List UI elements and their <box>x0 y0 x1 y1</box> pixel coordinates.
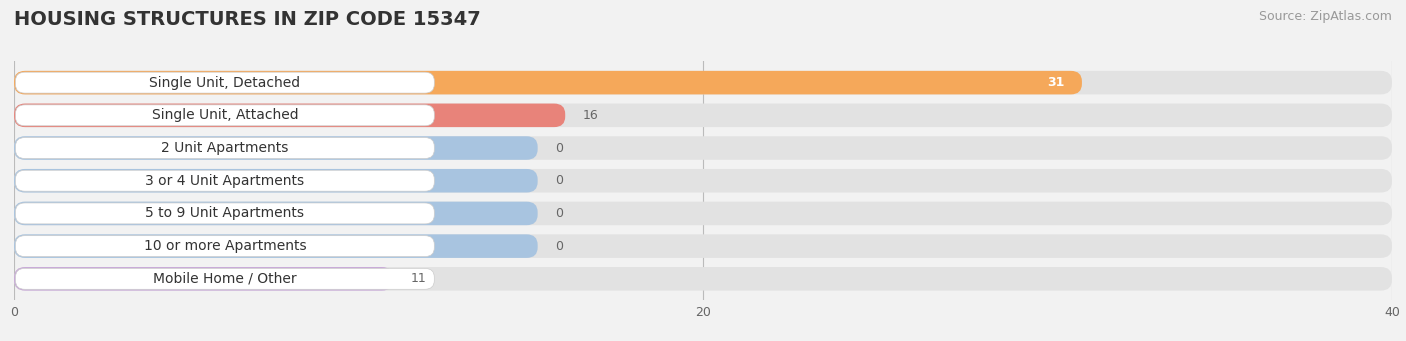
Text: Mobile Home / Other: Mobile Home / Other <box>153 272 297 286</box>
Text: 0: 0 <box>555 142 562 154</box>
FancyBboxPatch shape <box>14 104 1392 127</box>
FancyBboxPatch shape <box>14 136 1392 160</box>
FancyBboxPatch shape <box>15 203 434 224</box>
FancyBboxPatch shape <box>14 234 537 258</box>
Text: 0: 0 <box>555 207 562 220</box>
Text: 31: 31 <box>1047 76 1064 89</box>
Text: HOUSING STRUCTURES IN ZIP CODE 15347: HOUSING STRUCTURES IN ZIP CODE 15347 <box>14 10 481 29</box>
FancyBboxPatch shape <box>15 268 434 289</box>
FancyBboxPatch shape <box>14 234 1392 258</box>
FancyBboxPatch shape <box>15 137 434 159</box>
FancyBboxPatch shape <box>15 72 434 93</box>
Text: Single Unit, Attached: Single Unit, Attached <box>152 108 298 122</box>
Text: 0: 0 <box>555 240 562 253</box>
Text: 11: 11 <box>411 272 426 285</box>
FancyBboxPatch shape <box>15 170 434 191</box>
FancyBboxPatch shape <box>14 267 1392 291</box>
Text: 10 or more Apartments: 10 or more Apartments <box>143 239 307 253</box>
FancyBboxPatch shape <box>14 169 1392 193</box>
Text: Single Unit, Detached: Single Unit, Detached <box>149 76 301 90</box>
FancyBboxPatch shape <box>14 104 565 127</box>
Text: 5 to 9 Unit Apartments: 5 to 9 Unit Apartments <box>145 206 304 220</box>
FancyBboxPatch shape <box>14 71 1083 94</box>
FancyBboxPatch shape <box>14 267 394 291</box>
FancyBboxPatch shape <box>15 236 434 256</box>
Text: 3 or 4 Unit Apartments: 3 or 4 Unit Apartments <box>145 174 305 188</box>
Text: 0: 0 <box>555 174 562 187</box>
Text: Source: ZipAtlas.com: Source: ZipAtlas.com <box>1258 10 1392 23</box>
FancyBboxPatch shape <box>14 169 537 193</box>
FancyBboxPatch shape <box>14 136 537 160</box>
FancyBboxPatch shape <box>14 202 537 225</box>
Text: 2 Unit Apartments: 2 Unit Apartments <box>162 141 288 155</box>
FancyBboxPatch shape <box>15 105 434 126</box>
FancyBboxPatch shape <box>14 71 1392 94</box>
Text: 16: 16 <box>582 109 598 122</box>
FancyBboxPatch shape <box>14 202 1392 225</box>
